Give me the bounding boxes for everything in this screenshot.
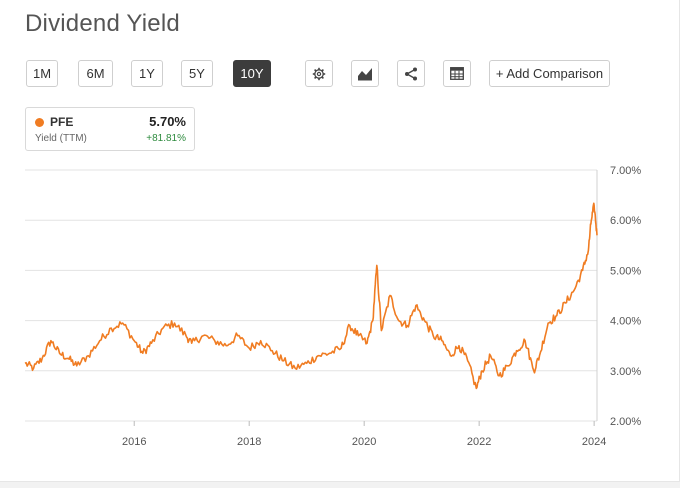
range-button-1m[interactable]: 1M [26,60,58,87]
share-icon [405,67,417,80]
chart-type-button[interactable] [351,60,379,87]
legend-ticker: PFE [50,115,74,129]
add-comparison-button[interactable]: + Add Comparison [489,60,610,87]
legend-label: Yield (TTM) [35,133,87,144]
y-tick-label: 6.00% [610,215,641,227]
gear-icon [312,67,326,80]
share-button[interactable] [397,60,425,87]
x-tick-label: 2022 [467,436,491,448]
y-tick-label: 3.00% [610,366,641,378]
table-icon [450,67,464,80]
page-title: Dividend Yield [25,10,180,37]
x-tick-label: 2024 [582,436,606,448]
x-tick-label: 2018 [237,436,261,448]
series-color-dot [35,118,44,127]
table-view-button[interactable] [443,60,471,87]
range-button-10y[interactable]: 10Y [233,60,271,87]
series-legend: PFE 5.70% Yield (TTM) +81.81% [25,107,195,151]
range-button-1y[interactable]: 1Y [131,60,163,87]
legend-value: 5.70% [149,114,186,129]
y-tick-label: 7.00% [610,165,641,177]
settings-button[interactable] [305,60,333,87]
y-tick-label: 2.00% [610,416,641,428]
y-tick-label: 5.00% [610,265,641,277]
x-tick-label: 2020 [352,436,376,448]
range-button-5y[interactable]: 5Y [181,60,213,87]
chart-type-icon [358,67,372,80]
y-tick-label: 4.00% [610,316,641,328]
x-tick-label: 2016 [122,436,146,448]
range-button-6m[interactable]: 6M [78,60,113,87]
legend-change: +81.81% [146,133,186,144]
series-line-pfe [24,202,598,390]
